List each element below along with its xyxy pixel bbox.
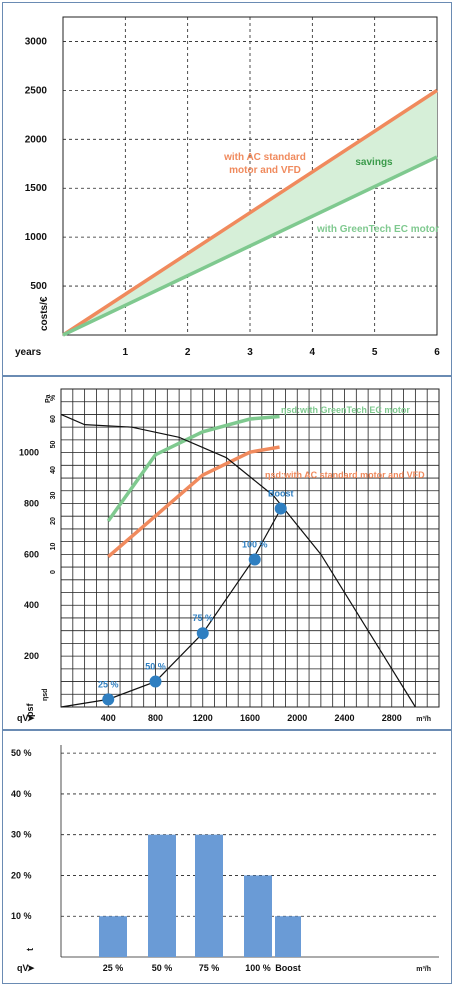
x-tick-label: 25 % — [103, 963, 124, 973]
y-tick-label: 200 — [24, 651, 39, 661]
bar — [148, 834, 176, 957]
operating-point-label: Boost — [268, 489, 294, 499]
y-axis-label: costs/€ — [39, 296, 50, 331]
operating-point — [102, 693, 115, 706]
y-tick-label: 30 % — [11, 830, 32, 840]
y-tick-label: 40 % — [11, 789, 32, 799]
y-tick-label: 800 — [24, 498, 39, 508]
ac-motor-label-line2: motor and VFD — [229, 165, 301, 176]
y-tick-label: 10 % — [11, 911, 32, 921]
savings-label: savings — [355, 157, 393, 168]
operating-point-label: 50 % — [145, 662, 166, 672]
y-tick-label: 600 — [24, 549, 39, 559]
x-tick-label: 1600 — [240, 713, 260, 723]
ac-motor-line — [62, 88, 438, 337]
x-tick-label: 5 — [372, 347, 378, 358]
x-axis-arrow: ➤ — [27, 713, 35, 723]
x-axis-label: years — [15, 347, 42, 358]
ec-motor-label: with GreenTech EC motor — [316, 224, 439, 235]
ac-motor-label-line1: with AC standard — [223, 152, 306, 163]
x-unit-label: m³/h — [416, 966, 431, 973]
bar — [244, 875, 272, 957]
efficiency-tick-label: 30 — [50, 492, 57, 500]
ac-efficiency-label: ηsd:with AC standard motor and VFD — [265, 470, 425, 480]
efficiency-tick-label: 10 — [50, 543, 57, 551]
operating-point — [274, 502, 287, 515]
x-tick-label: 50 % — [152, 963, 173, 973]
pressure-axis-label: psf — [25, 702, 35, 717]
series-line-0 — [106, 414, 280, 523]
operating-point — [196, 627, 209, 640]
ec-motor-line — [62, 155, 438, 337]
y-tick-label: 2000 — [25, 134, 48, 145]
y-tick-label: 400 — [24, 600, 39, 610]
efficiency-unit-label: % — [50, 394, 57, 401]
x-tick-label: 2000 — [287, 713, 307, 723]
x-axis-label: qV — [17, 713, 29, 723]
x-tick-label: 6 — [434, 347, 440, 358]
x-tick-label: 2800 — [382, 713, 402, 723]
operating-point — [248, 553, 261, 566]
usage-bar-chart-panel: 10 % 20 % 30 % 40 % 50 % 25 % 50 % 75 % 100 % Boo… — [2, 730, 452, 984]
y-tick-label: 20 % — [11, 870, 32, 880]
bar — [195, 834, 223, 957]
y-axis-label: t — [25, 948, 35, 951]
x-tick-label: 3 — [247, 347, 253, 358]
y-tick-label: 3000 — [25, 36, 48, 47]
x-axis-label: qV — [17, 963, 29, 973]
x-tick-label: 1 — [123, 347, 129, 358]
efficiency-tick-label: 40 — [50, 466, 57, 474]
x-tick-label: 800 — [148, 713, 163, 723]
x-tick-label: Boost — [275, 963, 301, 973]
efficiency-tick-label: 20 — [50, 517, 57, 525]
bar — [275, 916, 301, 957]
x-tick-label: 1200 — [193, 713, 213, 723]
fan-curve-chart: 400 800 1200 1600 2000 2400 280020040060080010… — [17, 388, 440, 723]
usage-bar-chart: 10 % 20 % 30 % 40 % 50 % 25 % 50 % 75 % 100 % Boo… — [11, 745, 439, 973]
y-tick-label: 1000 — [25, 232, 48, 243]
x-tick-label: 100 % — [245, 963, 271, 973]
ec-efficiency-label: ηsd:with GreenTech EC motor — [281, 405, 410, 415]
operating-point-label: 75 % — [192, 613, 213, 623]
operating-point — [149, 675, 162, 688]
plot-frame — [60, 388, 440, 708]
efficiency-tick-label: 50 — [50, 441, 57, 449]
bar — [99, 916, 127, 957]
y-tick-label: 1500 — [25, 183, 48, 194]
x-tick-label: 400 — [101, 713, 116, 723]
x-tick-label: 4 — [310, 347, 316, 358]
x-axis-arrow: ➤ — [27, 963, 35, 973]
pressure-unit-label: Pa — [45, 394, 52, 403]
y-tick-label: 50 % — [11, 748, 32, 758]
series-line-2 — [60, 413, 416, 708]
series-line-1 — [107, 445, 280, 559]
operating-point-label: 100 % — [242, 539, 268, 549]
x-tick-label: 2 — [185, 347, 191, 358]
cost-chart: 1 2 3 4 5 6 500 1000 1500 2000 2500 3000 years costs/… — [15, 16, 440, 358]
y-tick-label: 1000 — [19, 448, 39, 458]
x-unit-label: m³/h — [416, 716, 431, 723]
y-tick-label: 500 — [30, 281, 47, 292]
fan-curve-chart-panel: 400 800 1200 1600 2000 2400 2800 200 400 600 800 10… — [2, 376, 452, 730]
operating-point-label: 25 % — [98, 679, 119, 689]
cost-chart-panel: 1 2 3 4 5 6 500 1000 1500 2000 2500 3000 years costs/… — [2, 2, 452, 376]
efficiency-tick-label: 60 — [50, 415, 57, 423]
y-tick-label: 2500 — [25, 85, 48, 96]
x-tick-label: 75 % — [199, 963, 220, 973]
efficiency-tick-label: 0 — [50, 570, 57, 574]
x-tick-label: 2400 — [334, 713, 354, 723]
efficiency-axis-label: ηsd — [42, 689, 49, 701]
